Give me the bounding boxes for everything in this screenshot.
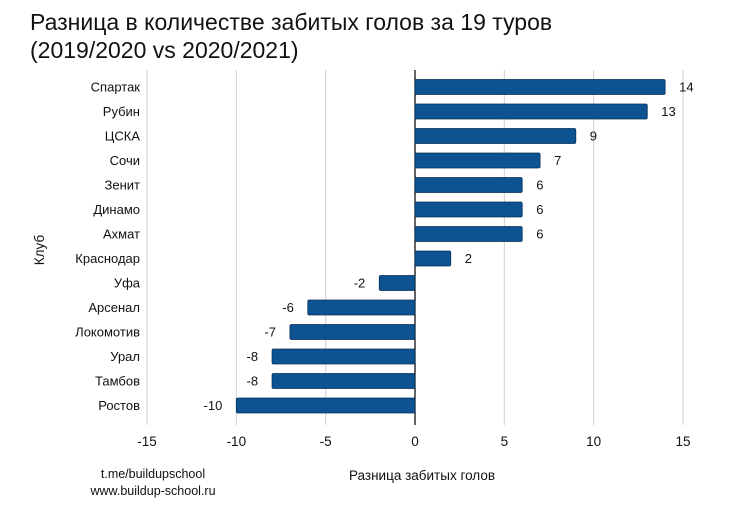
telegram-link[interactable]: t.me/buildupschool bbox=[100, 467, 206, 481]
value-label-0: 14 bbox=[679, 80, 693, 95]
value-label-8: -2 bbox=[354, 276, 366, 291]
chart-title-line-2: (2019/2020 vs 2020/2021) bbox=[30, 37, 299, 63]
value-label-13: -10 bbox=[204, 398, 223, 413]
category-label-2: ЦСКА bbox=[105, 129, 141, 144]
chart-title-line-1: Разница в количестве забитых голов за 19… bbox=[30, 9, 553, 35]
x-tick-label-5: 10 bbox=[586, 434, 601, 449]
value-label-1: 13 bbox=[661, 104, 675, 119]
bar-9 bbox=[307, 299, 416, 316]
value-label-3: 7 bbox=[554, 153, 561, 168]
category-label-5: Динамо bbox=[93, 202, 140, 217]
category-label-13: Ростов bbox=[98, 398, 140, 413]
x-tick-label-2: -5 bbox=[320, 434, 332, 449]
x-tick-label-1: -10 bbox=[227, 434, 247, 449]
value-label-9: -6 bbox=[282, 300, 294, 315]
value-label-6: 6 bbox=[536, 227, 543, 242]
y-axis-label: Клуб bbox=[32, 235, 47, 266]
category-label-1: Рубин bbox=[103, 104, 140, 119]
category-label-0: Спартак bbox=[91, 80, 141, 95]
bar-11 bbox=[271, 348, 416, 365]
value-label-11: -8 bbox=[247, 349, 259, 364]
bar-5 bbox=[414, 201, 523, 218]
grid-lines bbox=[146, 70, 684, 425]
category-label-7: Краснодар bbox=[75, 251, 140, 266]
bars bbox=[235, 79, 666, 414]
bar-8 bbox=[378, 275, 416, 291]
bar-1 bbox=[414, 103, 648, 120]
bar-12 bbox=[271, 373, 416, 389]
chart-title: Разница в количестве забитых голов за 19… bbox=[30, 8, 552, 64]
category-label-8: Уфа bbox=[114, 276, 141, 291]
category-label-11: Урал bbox=[110, 349, 140, 364]
value-label-12: -8 bbox=[247, 374, 259, 389]
x-tick-label-6: 15 bbox=[675, 434, 690, 449]
x-axis-label: Разница забитых голов bbox=[349, 468, 495, 483]
value-label-10: -7 bbox=[264, 325, 276, 340]
bar-3 bbox=[414, 152, 541, 169]
x-tick-label-0: -15 bbox=[137, 434, 157, 449]
website-link[interactable]: www.buildup-school.ru bbox=[90, 484, 216, 498]
bar-4 bbox=[414, 177, 523, 193]
x-tick-label-4: 5 bbox=[501, 434, 509, 449]
category-label-9: Арсенал bbox=[88, 300, 140, 315]
category-label-4: Зенит bbox=[105, 178, 141, 193]
x-tick-labels: -15 -10 -5 0 5 10 15 bbox=[137, 434, 690, 449]
bar-6 bbox=[414, 226, 523, 242]
bar-10 bbox=[289, 324, 416, 340]
bar-7 bbox=[414, 250, 452, 267]
category-label-6: Ахмат bbox=[103, 227, 140, 242]
category-label-12: Тамбов bbox=[95, 374, 140, 389]
category-label-10: Локомотив bbox=[75, 325, 140, 340]
value-label-4: 6 bbox=[536, 178, 543, 193]
value-label-7: 2 bbox=[465, 251, 472, 266]
category-labels: Спартак Рубин ЦСКА Сочи Зенит Динамо Ахмат Крас… bbox=[75, 80, 141, 414]
x-tick-label-3: 0 bbox=[411, 434, 419, 449]
category-label-3: Сочи bbox=[110, 153, 140, 168]
bar-2 bbox=[414, 128, 577, 144]
bar-13 bbox=[235, 397, 416, 414]
value-label-2: 9 bbox=[590, 129, 597, 144]
credits: t.me/buildupschool www.buildup-school.ru bbox=[80, 466, 226, 500]
value-label-5: 6 bbox=[536, 202, 543, 217]
bar-0 bbox=[414, 79, 666, 95]
